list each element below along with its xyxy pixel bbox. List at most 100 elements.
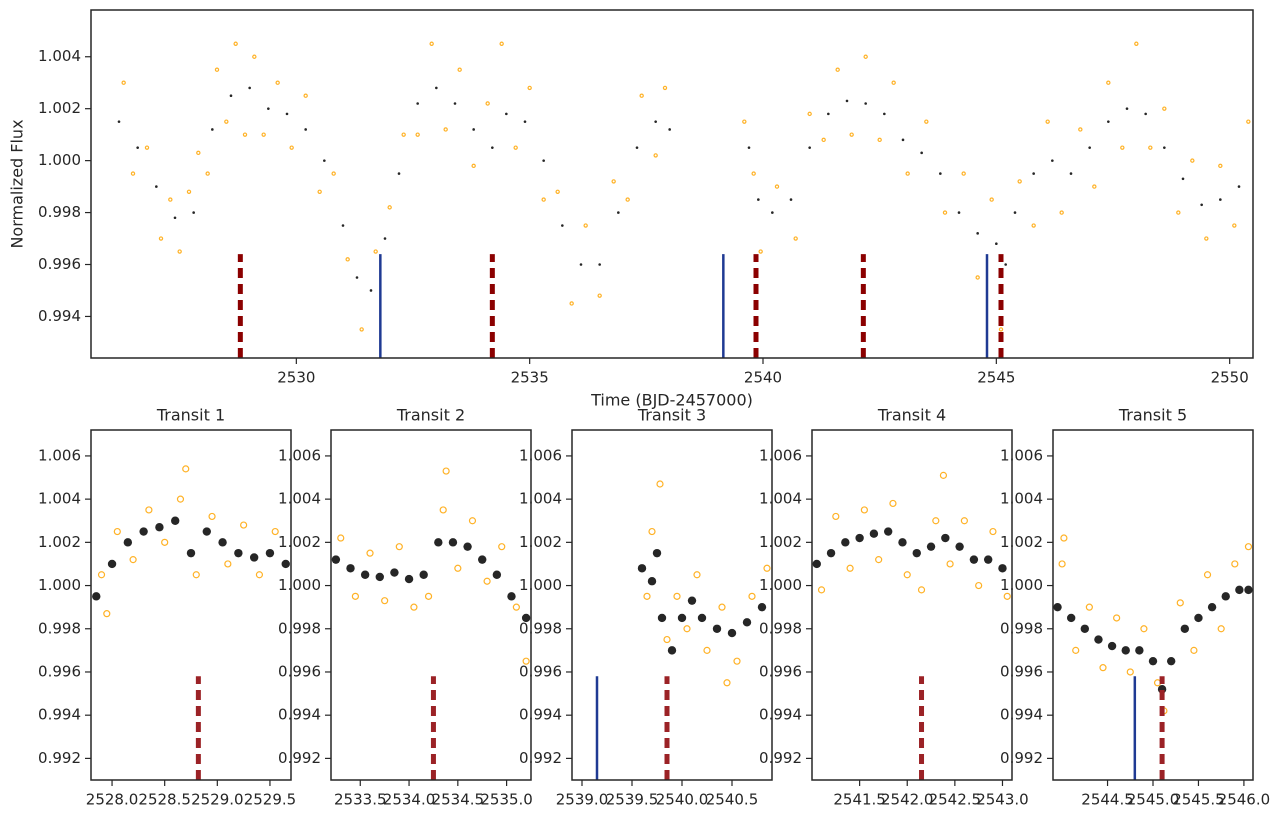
binned-point [1066, 613, 1076, 623]
binned-point [826, 548, 836, 558]
flux-point [1204, 236, 1209, 241]
binned-point [1051, 159, 1054, 162]
binned-point [652, 548, 662, 558]
binned-point [107, 559, 117, 569]
binned-point [995, 242, 998, 246]
binned-point [635, 146, 639, 149]
y-tick-label: 0.998 [759, 619, 802, 637]
flux-point [1246, 119, 1251, 124]
flux-point [129, 556, 137, 564]
binned-point [668, 128, 671, 131]
flux-point [989, 527, 997, 536]
flux-point [317, 189, 322, 194]
y-tick-label: 0.998 [38, 203, 81, 221]
x-tick-label: 2530 [277, 369, 315, 387]
binned-point [434, 538, 443, 547]
binned-point [341, 224, 345, 227]
flux-point [807, 111, 812, 117]
y-tick-label: 1.004 [38, 490, 81, 508]
binned-point [1144, 112, 1147, 116]
binned-point [1181, 177, 1185, 181]
flux-point [331, 171, 336, 176]
binned-point [687, 596, 697, 605]
binned-point [939, 172, 942, 175]
y-tick-label: 0.992 [1000, 749, 1043, 767]
binned-point [771, 211, 774, 214]
binned-point [712, 624, 722, 633]
binned-point [117, 120, 121, 123]
flux-point [821, 137, 826, 143]
axes-frame [90, 429, 292, 781]
flux-point [673, 592, 681, 600]
flux-point [373, 249, 378, 254]
binned-point [827, 112, 830, 116]
flux-point [1148, 145, 1153, 150]
y-tick-label: 1.006 [38, 446, 81, 464]
binned-point [841, 538, 850, 547]
flux-point [192, 571, 200, 579]
panel-title: Transit 1 [156, 406, 225, 425]
flux-point [527, 85, 532, 91]
panel-title: Transit 5 [1118, 406, 1187, 425]
flux-point [683, 625, 691, 633]
flux-point [939, 471, 948, 479]
y-tick-label: 1.000 [1000, 576, 1043, 594]
binned-point [1094, 635, 1103, 644]
flux-point [643, 592, 651, 600]
panel-title: Transit 2 [396, 406, 465, 425]
flux-point [429, 41, 434, 46]
binned-point [1194, 613, 1203, 623]
binned-point [941, 533, 950, 543]
flux-point [130, 171, 136, 176]
binned-point [1166, 656, 1176, 666]
flux-point [733, 657, 741, 665]
flux-point [366, 549, 374, 557]
flux-point [351, 592, 359, 600]
y-tick-label: 0.996 [38, 662, 81, 680]
flux-point [1092, 184, 1097, 189]
flux-point [793, 236, 798, 241]
flux-point [522, 657, 530, 665]
flux-point [1099, 664, 1107, 672]
flux-point [583, 223, 588, 228]
binned-point [617, 211, 620, 214]
binned-point [491, 146, 494, 149]
binned-point [757, 602, 767, 612]
y-tick-label: 0.998 [38, 619, 81, 637]
y-tick-label: 1.006 [1000, 446, 1043, 464]
x-tick-label: 2545.5 [1172, 791, 1225, 809]
x-tick-label: 2528.5 [138, 791, 191, 809]
y-tick-label: 1.002 [38, 99, 81, 117]
binned-point [435, 86, 438, 90]
binned-point [155, 185, 158, 188]
flux-point [410, 603, 418, 611]
plot-area [331, 467, 531, 780]
flux-point [1231, 560, 1239, 568]
flux-point [555, 189, 560, 194]
x-tick-label: 2540.5 [706, 791, 759, 809]
flux-point [875, 556, 883, 564]
flux-point [1113, 614, 1121, 622]
binned-point [397, 172, 401, 175]
binned-point [647, 577, 657, 586]
flux-point [656, 480, 664, 488]
binned-point [637, 564, 647, 573]
binned-point [186, 548, 196, 558]
axes-frame [90, 9, 1254, 359]
flux-point [161, 538, 169, 546]
flux-point [942, 210, 948, 215]
flux-point [443, 127, 448, 132]
flux-point [975, 581, 983, 590]
flux-point [359, 327, 364, 332]
binned-point [742, 618, 752, 627]
binned-point [1107, 641, 1117, 651]
flux-point [846, 564, 854, 572]
binned-point [478, 555, 487, 564]
panel-title: Transit 3 [637, 406, 706, 425]
binned-point [139, 527, 148, 536]
flux-point [569, 301, 574, 306]
binned-point [521, 613, 531, 623]
flux-point [345, 257, 350, 262]
flux-point [860, 506, 868, 514]
binned-point [955, 542, 964, 551]
